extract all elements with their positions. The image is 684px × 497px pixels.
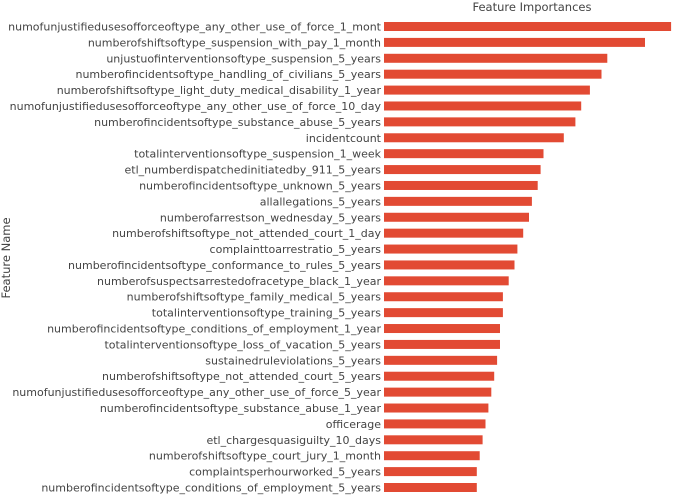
chart-title: Feature Importances	[472, 0, 591, 14]
bar	[384, 101, 582, 111]
y-tick-label: numberofincidentsoftype_unknown_5_years	[139, 179, 381, 192]
bar	[384, 467, 477, 477]
bar	[384, 133, 564, 143]
y-tick-label: numberofshiftsoftype_suspension_with_pay…	[88, 36, 381, 49]
y-tick-label: numberofshiftsoftype_not_attended_court_…	[102, 370, 381, 383]
bar	[384, 228, 524, 238]
y-tick-label: numberofincidentsoftype_substance_abuse_…	[100, 402, 382, 415]
y-tick-label: incidentcount	[306, 132, 382, 145]
bar	[384, 69, 602, 79]
y-tick-label: complaintsperhourworked_5_years	[189, 466, 381, 479]
y-tick-label: numberofincidentsoftype_handling_of_civi…	[75, 68, 381, 81]
y-tick-label: numberofshiftsoftype_court_jury_1_month	[149, 450, 381, 463]
bar	[384, 180, 538, 190]
bar	[384, 85, 590, 95]
y-tick-label: numberofshiftsoftype_family_medical_5_ye…	[127, 291, 382, 304]
y-tick-label: numberofincidentsoftype_conditions_of_em…	[41, 482, 381, 495]
bar	[384, 212, 529, 222]
y-axis-label: Feature Name	[0, 217, 13, 298]
y-tick-label: numberofshiftsoftype_light_duty_medical_…	[57, 84, 382, 97]
y-tick-label: etl_numberdispatchedinitiatedby_911_5_ye…	[125, 164, 382, 177]
y-tick-label: complainttoarrestratio_5_years	[210, 243, 382, 256]
bar	[384, 435, 483, 445]
bar	[384, 260, 515, 270]
bar	[384, 339, 500, 349]
bar	[384, 53, 608, 63]
tick-label-group: numofunjustifiedusesofforceoftype_any_ot…	[8, 21, 382, 495]
bar	[384, 196, 532, 206]
y-tick-label: numberofarrestson_wednesday_5_years	[160, 211, 381, 224]
y-tick-label: officerage	[326, 418, 381, 431]
y-tick-label: unjustuofinterventionsoftype_suspension_…	[106, 52, 381, 65]
y-tick-label: numberofincidentsoftype_conformance_to_r…	[68, 259, 381, 272]
y-tick-label: allallegations_5_years	[260, 195, 382, 208]
bar	[384, 355, 498, 365]
y-tick-label: numofunjustifiedusesofforceoftype_any_ot…	[12, 386, 381, 399]
y-tick-label: etl_chargesquasiguilty_10_days	[206, 434, 381, 447]
bar	[384, 117, 576, 127]
bar	[384, 165, 541, 175]
y-tick-label: numofunjustifiedusesofforceoftype_any_ot…	[10, 100, 382, 113]
bar	[384, 387, 492, 397]
y-tick-label: numberofshiftsoftype_not_attended_court_…	[112, 227, 381, 240]
y-tick-label: totalinterventionsoftype_suspension_1_we…	[134, 148, 381, 161]
y-tick-label: numberofincidentsoftype_substance_abuse_…	[94, 116, 381, 129]
bar	[384, 483, 477, 492]
bar	[384, 324, 500, 334]
bar	[384, 419, 486, 429]
bar	[384, 403, 489, 413]
bar	[384, 451, 480, 461]
bar	[384, 149, 544, 159]
bar	[384, 22, 672, 31]
bar	[384, 276, 509, 286]
y-tick-label: sustainedruleviolations_5_years	[205, 354, 381, 367]
y-tick-label: totalinterventionsoftype_loss_of_vacatio…	[104, 338, 381, 351]
bar	[384, 371, 495, 381]
bar-group	[384, 22, 672, 492]
y-tick-label: numberofincidentsoftype_conditions_of_em…	[47, 323, 381, 336]
bar	[384, 292, 503, 302]
y-tick-label: numofunjustifiedusesofforceoftype_any_ot…	[8, 21, 382, 34]
bar	[384, 37, 645, 47]
bar	[384, 308, 503, 318]
y-tick-label: totalinterventionsoftype_training_5_year…	[152, 307, 381, 320]
bar	[384, 244, 518, 254]
y-tick-label: numberofsuspectsarrestedofracetype_black…	[97, 275, 381, 288]
